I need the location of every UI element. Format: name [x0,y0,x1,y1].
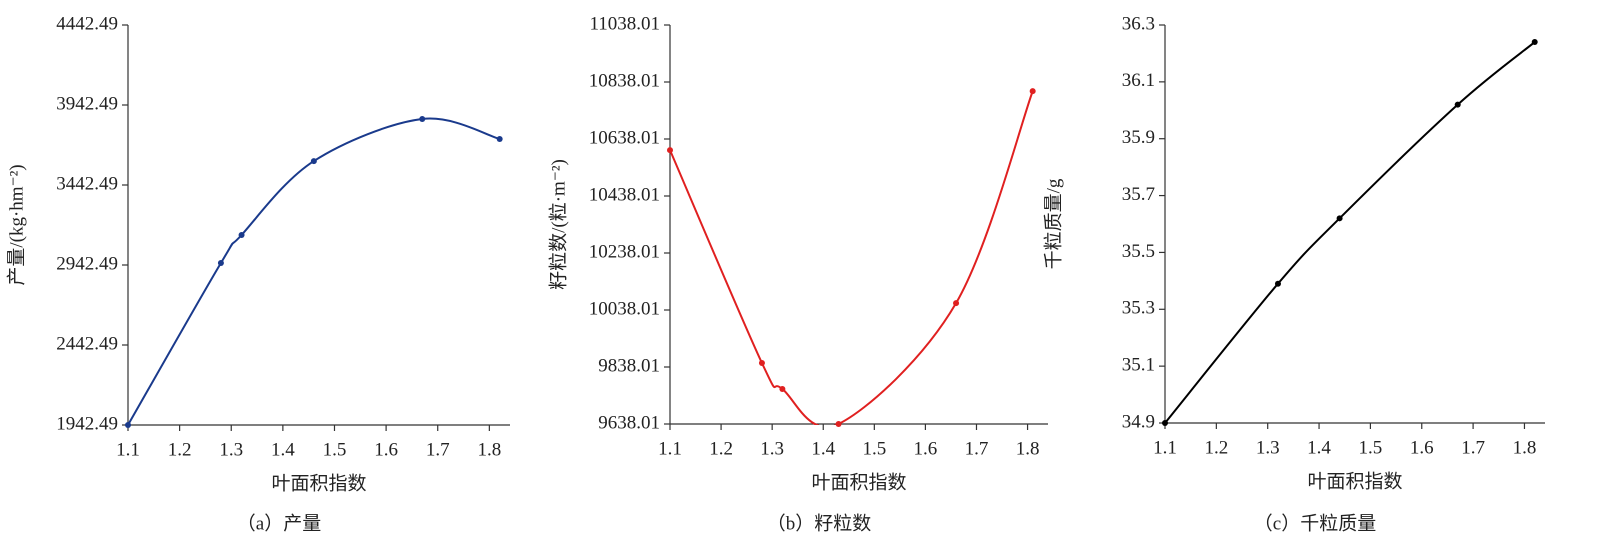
x-tick-label: 1.7 [1461,437,1485,458]
y-tick-label: 35.7 [1122,184,1155,205]
data-point [125,422,131,428]
caption: （c）千粒质量 [1254,512,1376,534]
x-axis-label: 叶面积指数 [271,472,366,494]
x-tick-label: 1.2 [709,438,733,459]
x-tick-label: 1.3 [1256,437,1280,458]
data-point [217,259,224,266]
caption: （a）产量 [237,512,321,534]
x-axis-label: 叶面积指数 [1307,470,1402,492]
x-axis-label: 叶面积指数 [811,471,906,493]
data-line [1165,41,1536,424]
y-tick-label: 11038.01 [589,13,660,34]
data-point [1531,39,1538,46]
data-point [1336,215,1343,222]
x-tick-label: 1.3 [219,439,243,460]
x-tick-label: 1.7 [426,439,450,460]
data-point [835,421,842,427]
x-tick-label: 1.8 [1016,438,1040,459]
y-tick-label: 10638.01 [589,127,660,148]
x-tick-label: 1.4 [1307,437,1331,458]
x-tick-label: 1.4 [811,438,835,459]
y-tick-label: 10838.01 [589,70,660,91]
data-point [1162,420,1168,426]
y-tick-label: 9638.01 [598,412,660,433]
y-axis-label: 千粒质量/g [1042,178,1064,269]
caption: （b）籽粒数 [767,512,872,534]
data-point [310,158,317,165]
data-line [670,90,1034,425]
data-point [1029,88,1036,95]
y-tick-label: 35.9 [1122,127,1155,148]
data-point [953,300,960,307]
y-tick-label: 3442.49 [56,173,118,194]
y-tick-label: 4442.49 [56,13,118,34]
x-tick-label: 1.8 [1513,437,1537,458]
x-tick-label: 1.2 [168,439,192,460]
y-tick-label: 3942.49 [56,93,118,114]
x-tick-label: 1.1 [658,438,682,459]
x-tick-label: 1.6 [914,438,938,459]
data-point [779,385,786,392]
y-tick-label: 34.9 [1122,411,1155,432]
data-point [758,360,765,367]
y-tick-label: 2942.49 [56,253,118,274]
data-point [667,147,673,154]
y-tick-label: 10038.01 [589,298,660,319]
y-tick-label: 2442.49 [56,333,118,354]
x-tick-label: 1.3 [760,438,784,459]
y-tick-label: 1942.49 [56,413,118,434]
y-tick-label: 35.3 [1122,298,1155,319]
y-tick-label: 10438.01 [589,184,660,205]
y-tick-label: 9838.01 [598,355,660,376]
x-tick-label: 1.6 [374,439,398,460]
data-point [238,231,245,238]
data-point [419,115,426,122]
y-tick-label: 35.5 [1122,241,1155,262]
x-tick-label: 1.7 [965,438,989,459]
y-tick-label: 35.1 [1122,355,1155,376]
x-tick-label: 1.8 [477,439,501,460]
x-tick-label: 1.5 [1359,437,1383,458]
x-tick-label: 1.5 [862,438,886,459]
y-axis-label: 籽粒数/(粒·m⁻²) [547,159,569,290]
y-tick-label: 10238.01 [589,241,660,262]
y-axis-label: 产量/(kg·hm⁻²) [5,164,27,285]
data-point [496,135,503,142]
x-tick-label: 1.2 [1204,437,1228,458]
y-tick-label: 36.1 [1122,70,1155,91]
x-tick-label: 1.6 [1410,437,1434,458]
x-tick-label: 1.4 [271,439,295,460]
y-tick-label: 36.3 [1122,13,1155,34]
x-tick-label: 1.1 [116,439,140,460]
x-tick-label: 1.5 [323,439,347,460]
data-line [128,117,500,426]
data-point [1454,101,1461,108]
data-point [1274,280,1281,287]
x-tick-label: 1.1 [1153,437,1177,458]
